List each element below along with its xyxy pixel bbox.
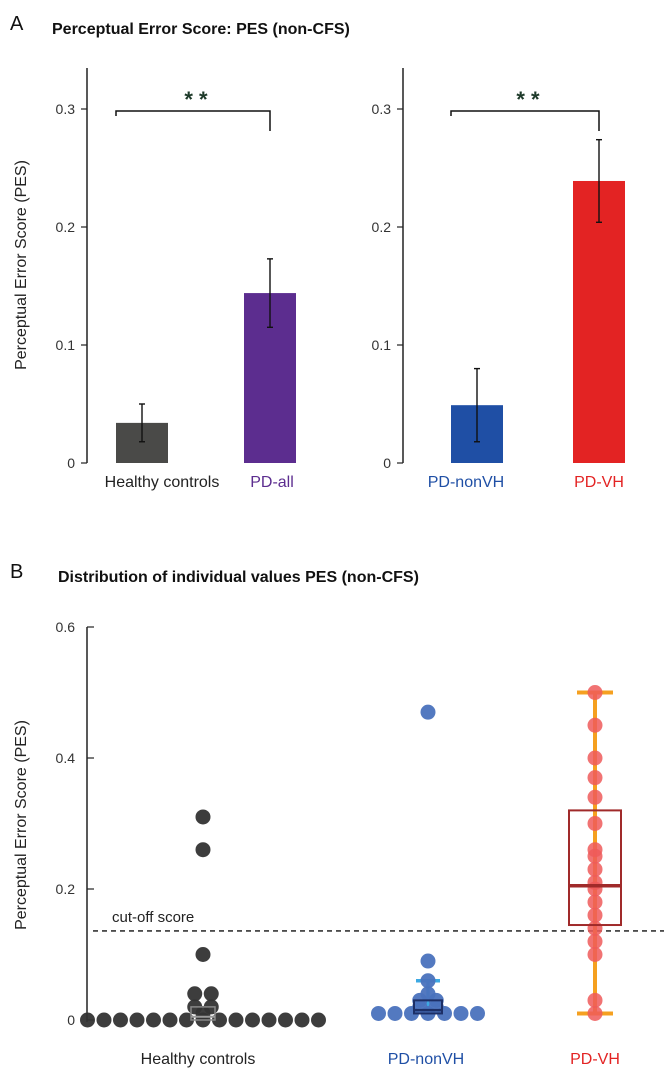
data-point — [587, 816, 603, 831]
category-label: PD-VH — [570, 1051, 620, 1068]
cutoff-label: cut-off score — [112, 909, 194, 926]
data-point — [587, 685, 603, 700]
y-tick-label: 0 — [67, 1012, 75, 1028]
data-point — [162, 1012, 178, 1028]
data-point — [587, 992, 603, 1008]
y-tick-label: 0.2 — [56, 881, 76, 897]
data-point — [587, 907, 603, 923]
data-point — [228, 1012, 244, 1028]
data-point — [587, 717, 603, 733]
data-point — [420, 953, 436, 969]
data-point — [453, 1005, 469, 1021]
data-point — [587, 750, 603, 766]
data-point — [278, 1012, 293, 1028]
data-point — [587, 933, 603, 949]
data-point — [420, 704, 436, 720]
data-point — [371, 1005, 386, 1021]
data-point — [195, 947, 211, 962]
data-point — [420, 973, 436, 989]
category-label: Healthy controls — [141, 1051, 256, 1068]
data-point — [96, 1012, 112, 1028]
data-point — [587, 947, 603, 962]
data-point — [587, 789, 603, 805]
category-label: PD-nonVH — [388, 1051, 464, 1068]
significance-bracket — [450, 110, 600, 131]
y-tick-label: 0.2 — [372, 219, 392, 235]
data-point — [587, 920, 603, 936]
data-point — [470, 1005, 485, 1021]
significance-bracket — [115, 110, 271, 131]
data-point — [113, 1012, 128, 1028]
data-point — [587, 874, 603, 890]
y-tick-label: 0.1 — [372, 337, 392, 353]
data-point — [203, 986, 219, 1002]
data-point — [187, 986, 203, 1002]
data-point — [587, 861, 603, 877]
category-label: PD-VH — [574, 474, 624, 491]
data-point — [195, 842, 211, 858]
y-tick-label: 0.6 — [56, 619, 76, 635]
y-tick-label: 0.4 — [56, 750, 76, 766]
data-point — [80, 1012, 95, 1028]
data-point — [387, 1005, 403, 1021]
y-tick-label: 0.3 — [56, 101, 76, 117]
bar — [573, 180, 625, 464]
panel-a-letter: A — [10, 13, 24, 35]
data-point — [587, 894, 603, 910]
distribution-plot: 0 0.2 0.4 0.6 cut-off score Healthy controls P… — [56, 619, 664, 1068]
box — [190, 1006, 216, 1021]
data-point — [587, 1005, 603, 1021]
panel-b-y-axis-label: Perceptual Error Score (PES) — [13, 720, 30, 930]
y-tick-label: 0 — [383, 455, 391, 471]
bar-chart-nonvh-vs-vh: 0 0.1 0.2 0.3 PD-nonVH PD-VH * * — [372, 68, 625, 491]
category-label: PD-nonVH — [428, 474, 504, 491]
box — [413, 999, 443, 1015]
data-point — [311, 1012, 326, 1028]
panel-b-title: Distribution of individual values PES (n… — [58, 569, 419, 586]
data-point — [146, 1012, 161, 1028]
box — [568, 809, 622, 927]
data-point — [129, 1012, 145, 1028]
data-point — [294, 1012, 310, 1028]
data-point — [587, 842, 603, 858]
y-tick-label: 0.1 — [56, 337, 76, 353]
data-point — [245, 1012, 260, 1028]
category-label: Healthy controls — [105, 474, 220, 491]
data-point — [195, 809, 211, 825]
y-tick-label: 0.3 — [372, 101, 392, 117]
data-point — [261, 1012, 277, 1028]
panel-a-y-axis-label: Perceptual Error Score (PES) — [13, 160, 30, 370]
significance-label: * * — [184, 87, 208, 112]
significance-label: * * — [516, 87, 540, 112]
category-label: PD-all — [250, 474, 294, 491]
panel-b-letter: B — [10, 561, 23, 583]
y-tick-label: 0.2 — [56, 219, 76, 235]
y-tick-label: 0 — [67, 455, 75, 471]
bar-chart-healthy-vs-pd-all: 0 0.1 0.2 0.3 Healthy controls PD-all * * — [56, 68, 296, 491]
data-point — [420, 986, 436, 1002]
panel-a-title: Perceptual Error Score: PES (non-CFS) — [52, 21, 350, 38]
data-point — [587, 770, 603, 786]
